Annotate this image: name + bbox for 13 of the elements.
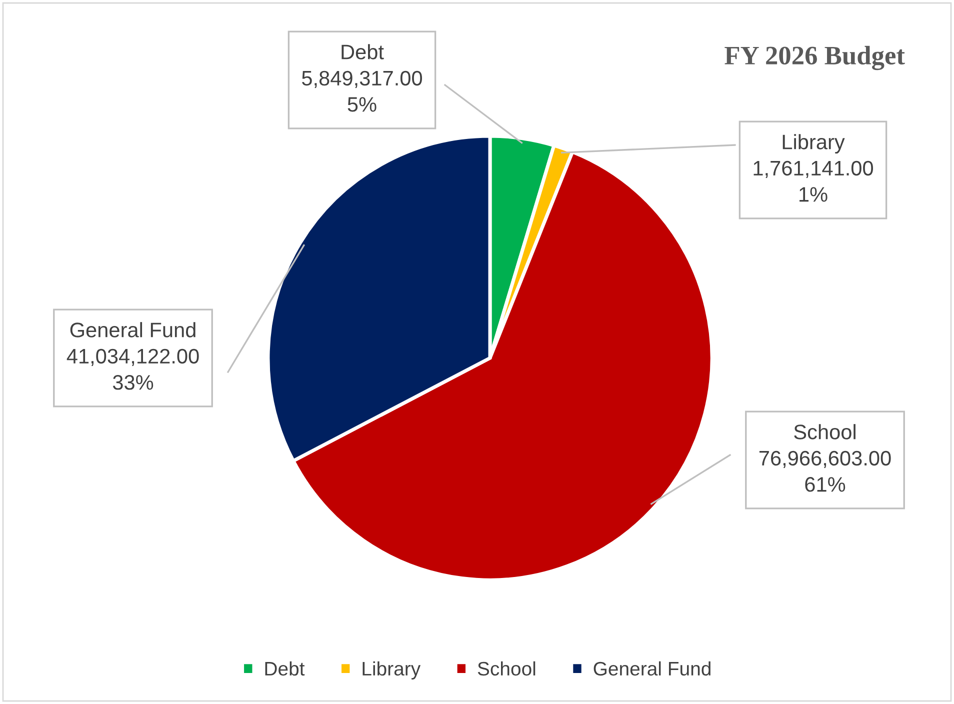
data-label: 41,034,122.00 33%	[66, 348, 199, 390]
slice-label: Debt	[342, 44, 384, 60]
chart-title: FY 2026 Budget	[724, 46, 905, 70]
legend-label: School	[478, 661, 536, 676]
slice-label: Library	[782, 134, 845, 154]
data-label: 5,849,317.00 5%	[302, 70, 422, 112]
slice-label: General Fund	[70, 322, 196, 338]
legend-label: Debt	[265, 661, 305, 676]
legend-label: General Fund	[594, 661, 710, 676]
slice-label: School	[794, 424, 856, 440]
data-label: 1,761,141.00 1%	[754, 160, 874, 202]
data-label: 76,966,603.00 61%	[759, 450, 891, 492]
legend-label: Library	[362, 661, 421, 680]
